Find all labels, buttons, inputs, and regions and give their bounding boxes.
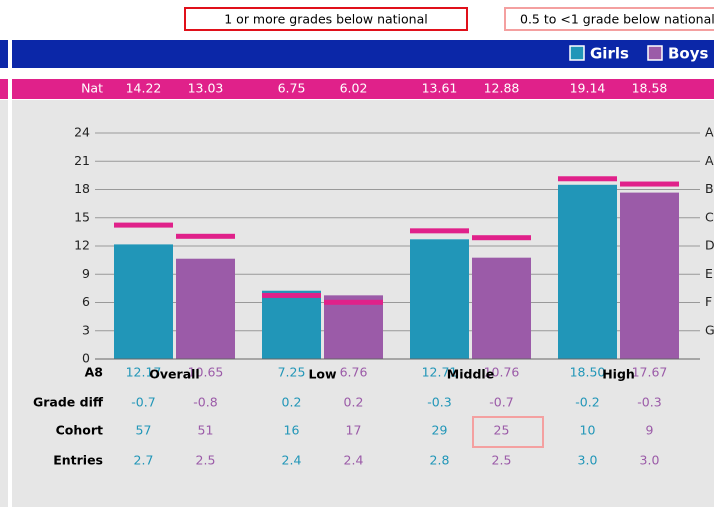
- bar: [262, 290, 321, 359]
- grade-label: A*: [705, 125, 714, 140]
- national-mark: [324, 299, 383, 305]
- table-value: 29: [432, 423, 448, 438]
- national-mark: [176, 233, 235, 239]
- bar: [620, 192, 679, 359]
- table-value: 10: [580, 423, 596, 438]
- bar: [176, 258, 235, 359]
- y-tick-label: 18: [74, 181, 90, 196]
- table-value: 51: [198, 423, 214, 438]
- a8-value: 10.76: [484, 365, 520, 380]
- table-value: 2.4: [282, 453, 302, 468]
- a8-value: 18.50: [570, 365, 606, 380]
- left-panel: [0, 100, 8, 507]
- grade-label: B: [705, 181, 714, 196]
- legend-swatch: [647, 45, 663, 61]
- y-tick-label: 24: [74, 125, 90, 140]
- nat-value: 12.88: [484, 81, 520, 96]
- legend-box: [504, 7, 714, 31]
- bar: [558, 184, 617, 359]
- table-value: -0.8: [193, 395, 217, 410]
- table-value: 9: [646, 423, 654, 438]
- y-tick-label: 0: [82, 351, 90, 366]
- table-value: 3.0: [578, 453, 598, 468]
- bar: [472, 257, 531, 359]
- table-value: 17: [346, 423, 362, 438]
- table-value: -0.2: [575, 395, 599, 410]
- table-value: -0.7: [131, 395, 155, 410]
- row-label: Entries: [53, 453, 103, 468]
- a8-value: 17.67: [632, 365, 668, 380]
- y-tick-label: 3: [82, 322, 90, 337]
- legend-box: [184, 7, 468, 31]
- a8-value: 10.65: [188, 365, 224, 380]
- nat-bar: [12, 79, 714, 99]
- nat-label: Nat: [81, 81, 103, 96]
- x-tick-label: Overall: [149, 367, 199, 382]
- legend-label: Boys: [668, 45, 709, 63]
- table-value: 3.0: [640, 453, 660, 468]
- table-value: 2.5: [196, 453, 216, 468]
- grade-label: F: [705, 294, 712, 309]
- row-label: A8: [85, 365, 103, 380]
- table-value: 25: [494, 423, 510, 438]
- a8-value: 12.71: [422, 365, 458, 380]
- row-label: Cohort: [56, 423, 103, 438]
- y-tick-label: 21: [74, 153, 90, 168]
- bar: [410, 239, 469, 359]
- nat-value: 18.58: [632, 81, 668, 96]
- national-mark: [620, 181, 679, 187]
- legend-text: 1 or more grades below national: [224, 12, 428, 27]
- y-tick-label: 12: [74, 238, 90, 253]
- national-mark: [558, 176, 617, 182]
- table-value: 2.5: [492, 453, 512, 468]
- left-header: [0, 40, 8, 68]
- left-nat: [0, 79, 8, 99]
- national-mark: [410, 228, 469, 234]
- legend-label: Girls: [590, 45, 629, 63]
- nat-value: 6.75: [278, 81, 306, 96]
- bar: [324, 295, 383, 359]
- nat-value: 13.03: [188, 81, 224, 96]
- table-value: -0.3: [637, 395, 661, 410]
- grade-label: E: [705, 266, 713, 281]
- a8-value: 12.17: [126, 365, 162, 380]
- grade-label: D: [705, 238, 714, 253]
- nat-value: 14.22: [126, 81, 162, 96]
- a8-value: 6.76: [340, 365, 368, 380]
- grade-label: A: [705, 153, 714, 168]
- a8-value: 7.25: [278, 365, 306, 380]
- national-mark: [262, 292, 321, 298]
- header-bar: [12, 40, 714, 68]
- y-tick-label: 15: [74, 209, 90, 224]
- x-tick-label: High: [602, 367, 635, 382]
- table-value: 16: [284, 423, 300, 438]
- y-tick-label: 9: [82, 266, 90, 281]
- legend-swatch: [569, 45, 585, 61]
- grade-label: G: [705, 322, 714, 337]
- grade-label: C: [705, 209, 714, 224]
- row-label: Grade diff: [33, 395, 104, 410]
- nat-value: 19.14: [570, 81, 606, 96]
- highlight-box: [472, 416, 544, 448]
- bar: [114, 244, 173, 359]
- table-value: -0.7: [489, 395, 513, 410]
- nat-value: 13.61: [422, 81, 458, 96]
- y-tick-label: 6: [82, 294, 90, 309]
- table-value: 2.8: [430, 453, 450, 468]
- national-mark: [114, 222, 173, 228]
- table-value: 2.4: [344, 453, 364, 468]
- x-tick-label: Low: [308, 367, 337, 382]
- table-value: 2.7: [134, 453, 154, 468]
- nat-value: 6.02: [340, 81, 368, 96]
- national-mark: [472, 235, 531, 241]
- table-value: 0.2: [344, 395, 364, 410]
- table-value: 57: [136, 423, 152, 438]
- legend-text: 0.5 to <1 grade below national: [520, 12, 714, 27]
- x-tick-label: Middle: [447, 367, 494, 382]
- table-value: 0.2: [282, 395, 302, 410]
- table-value: -0.3: [427, 395, 451, 410]
